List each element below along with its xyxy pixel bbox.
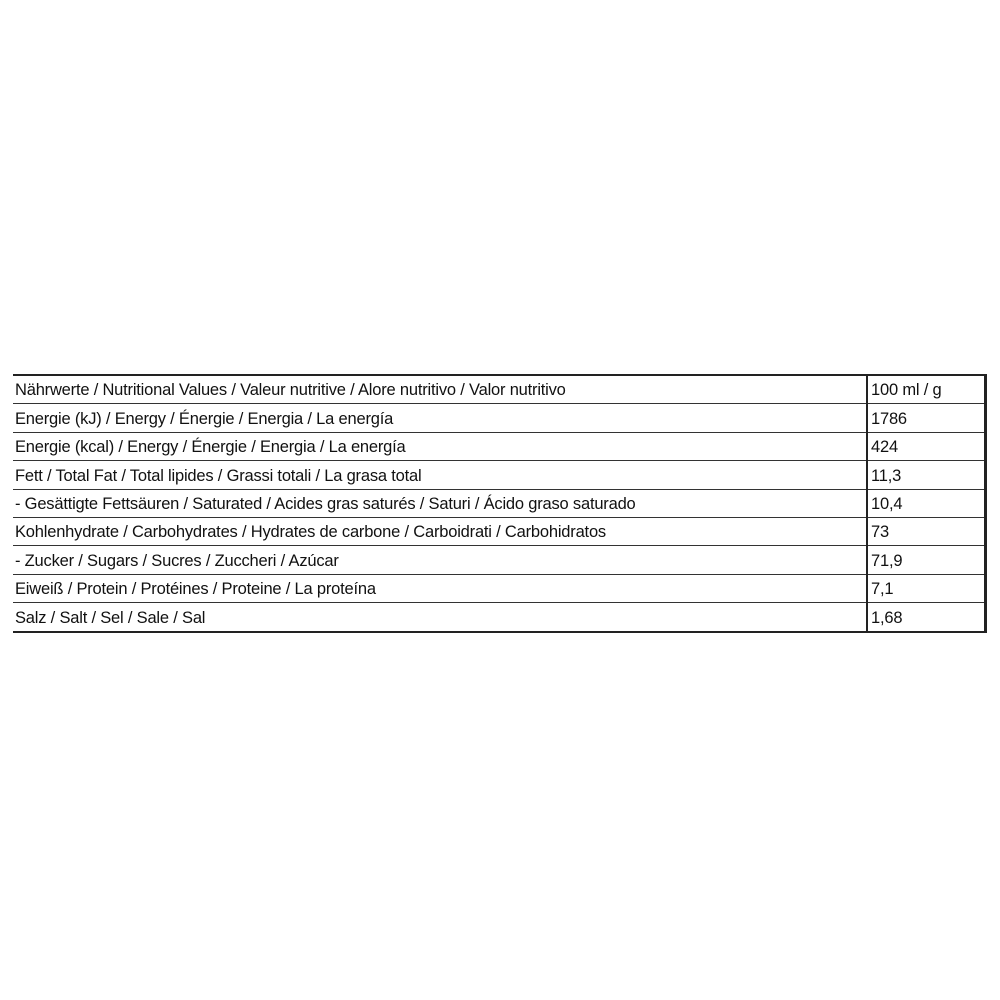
nutrient-value: 424: [866, 431, 986, 462]
nutrient-value: 1786: [866, 403, 986, 433]
table-row: Energie (kcal) / Energy / Énergie / Ener…: [13, 431, 986, 462]
table-row: Eiweiß / Protein / Protéines / Proteine …: [13, 573, 986, 604]
nutrient-value: 100 ml / g: [866, 374, 986, 405]
nutrient-value: 73: [866, 516, 986, 547]
table-row: Salz / Salt / Sel / Sale / Sal 1,68: [13, 602, 986, 633]
nutrient-value: 1,68: [866, 602, 986, 633]
nutrient-value: 10,4: [866, 488, 986, 518]
table-row: Energie (kJ) / Energy / Énergie / Energi…: [13, 403, 986, 433]
nutrient-label: Kohlenhydrate / Carbohydrates / Hydrates…: [13, 516, 867, 547]
nutrient-label: - Zucker / Sugars / Sucres / Zuccheri / …: [13, 545, 867, 575]
table-row: - Gesättigte Fettsäuren / Saturated / Ac…: [13, 488, 986, 518]
nutrient-label: Salz / Salt / Sel / Sale / Sal: [13, 602, 867, 633]
nutrition-table: Nährwerte / Nutritional Values / Valeur …: [13, 374, 987, 633]
table-header-row: Nährwerte / Nutritional Values / Valeur …: [13, 374, 986, 405]
table-row: - Zucker / Sugars / Sucres / Zuccheri / …: [13, 545, 986, 575]
nutrient-value: 71,9: [866, 545, 986, 575]
nutrient-label: Energie (kJ) / Energy / Énergie / Energi…: [13, 403, 867, 433]
nutrient-value: 7,1: [866, 573, 986, 604]
nutrient-label: Energie (kcal) / Energy / Énergie / Ener…: [13, 431, 867, 462]
nutrient-value: 11,3: [866, 460, 986, 490]
table-row: Kohlenhydrate / Carbohydrates / Hydrates…: [13, 516, 986, 547]
nutrient-label: Nährwerte / Nutritional Values / Valeur …: [13, 374, 867, 405]
nutrient-label: - Gesättigte Fettsäuren / Saturated / Ac…: [13, 488, 867, 518]
table-row: Fett / Total Fat / Total lipides / Grass…: [13, 460, 986, 490]
nutrient-label: Eiweiß / Protein / Protéines / Proteine …: [13, 573, 867, 604]
nutrient-label: Fett / Total Fat / Total lipides / Grass…: [13, 460, 867, 490]
